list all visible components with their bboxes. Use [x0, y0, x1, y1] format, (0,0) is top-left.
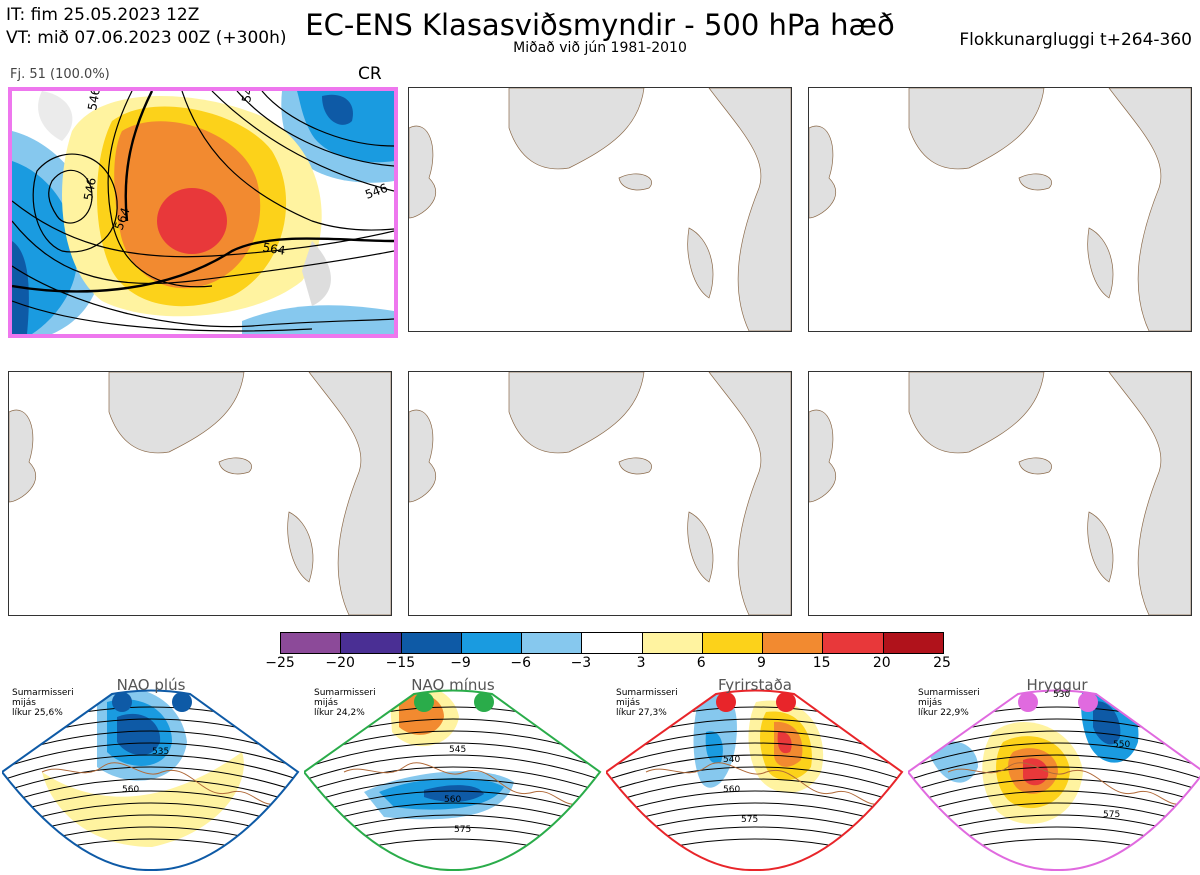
- colorbar-swatch: [763, 633, 824, 653]
- cluster-map-svg: 564 564 546 546 546 546: [12, 91, 394, 334]
- regime-info: Sumarmisseri mijás líkur 22,9%: [918, 688, 980, 718]
- land-outline: [809, 372, 1191, 615]
- contour-label: 530: [1053, 690, 1070, 700]
- colorbar-swatch: [702, 633, 764, 653]
- regime-marker: [474, 692, 494, 712]
- regime-info-line: mijás: [616, 698, 640, 708]
- contour-label: 535: [152, 747, 169, 757]
- header-times: IT: fim 25.05.2023 12Z VT: mið 07.06.202…: [6, 4, 287, 50]
- regime-marker: [172, 692, 192, 712]
- regime-marker: [414, 692, 434, 712]
- colorbar-swatch: [341, 633, 402, 653]
- contour-label: 560: [444, 795, 461, 805]
- contour-label: 560: [723, 785, 740, 795]
- regime-panel: 535 560 NAO plús Sumarmisseri mijás líkur 25,…: [0, 672, 300, 872]
- colorbar-tick-label: 25: [933, 655, 951, 671]
- colorbar-swatch: [401, 633, 462, 653]
- regime-info-line: líkur 25,6%: [12, 708, 63, 718]
- colorbar-swatch: [522, 633, 583, 653]
- colorbar-swatch: [823, 633, 884, 653]
- contour-label: 546: [85, 91, 103, 112]
- colorbar-tick-label: −20: [325, 655, 355, 671]
- regime-name: NAO plús: [116, 676, 186, 694]
- empty-map-panel: [808, 371, 1192, 616]
- regime-marker: [1078, 692, 1098, 712]
- regime-panel: 545 560 575 NAO mínus Sumarmisseri mijás líkur…: [302, 672, 602, 872]
- contour-label: 564: [261, 240, 286, 258]
- regime-marker: [716, 692, 736, 712]
- colorbar: [280, 632, 944, 654]
- colorbar-tick-label: 20: [872, 655, 891, 671]
- contour-label: 546: [239, 91, 257, 104]
- colorbar-tick-label: 15: [812, 655, 831, 671]
- regime-name: Hryggur: [1026, 676, 1088, 694]
- colorbar-swatch: [582, 633, 643, 653]
- contour-label: 560: [122, 785, 139, 795]
- empty-map-panel: [808, 87, 1192, 332]
- regime-info-line: Sumarmisseri: [314, 688, 376, 698]
- init-time: IT: fim 25.05.2023 12Z: [6, 5, 200, 25]
- colorbar-tick-label: 9: [756, 655, 766, 671]
- land-outline: [409, 88, 791, 331]
- classification-window: Flokkunargluggi t+264-360: [959, 30, 1192, 50]
- cluster-regime: CR: [358, 64, 382, 84]
- regime-fan-map: 545 560 575: [302, 689, 602, 872]
- colorbar-tick-label: −3: [570, 655, 592, 671]
- regime-info-line: Sumarmisseri: [616, 688, 678, 698]
- colorbar-swatch: [281, 633, 342, 653]
- regime-marker: [112, 692, 132, 712]
- contour-label: 545: [449, 745, 466, 755]
- regime-panel: 540 560 575 Fyrirstaða Sumarmisseri mijás líku…: [604, 672, 904, 872]
- regime-info-line: mijás: [918, 698, 942, 708]
- cluster-label: Fj. 51 (100.0%): [10, 67, 110, 82]
- contour-label: 540: [723, 755, 740, 765]
- regime-info-line: líkur 22,9%: [918, 708, 969, 718]
- empty-map-panel: [408, 371, 792, 616]
- land-outline: [9, 372, 391, 615]
- colorbar-swatch: [461, 633, 523, 653]
- regime-info-line: mijás: [12, 698, 36, 708]
- regime-info: Sumarmisseri mijás líkur 25,6%: [12, 688, 74, 718]
- empty-map-panel: [408, 87, 792, 332]
- colorbar-tick-label: 3: [636, 655, 646, 671]
- regime-panel: 530 550 575 Hryggur Sumarmisseri mijás líkur 2…: [906, 672, 1200, 872]
- contour-label: 575: [454, 825, 471, 835]
- regime-fan-map: 530 550 575: [906, 689, 1200, 872]
- colorbar-tick-label: −15: [385, 655, 416, 671]
- regime-info-line: mijás: [314, 698, 338, 708]
- regime-info: Sumarmisseri mijás líkur 27,3%: [616, 688, 678, 718]
- contour-label: 575: [741, 815, 758, 825]
- contour-label: 575: [1103, 810, 1120, 820]
- regime-info-line: líkur 27,3%: [616, 708, 667, 718]
- regime-info-line: Sumarmisseri: [12, 688, 74, 698]
- regime-name: NAO mínus: [411, 676, 495, 694]
- colorbar-tick-label: −9: [450, 655, 471, 671]
- regime-fan-map: 540 560 575: [604, 689, 904, 872]
- regime-marker: [1018, 692, 1038, 712]
- cluster-map: 564 564 546 546 546 546: [8, 87, 398, 338]
- colorbar-tick-label: 6: [696, 655, 706, 671]
- valid-time: VT: mið 07.06.2023 00Z (+300h): [6, 28, 287, 48]
- empty-map-panel: [8, 371, 392, 616]
- colorbar-swatch: [642, 633, 703, 653]
- regime-name: Fyrirstaða: [718, 676, 792, 694]
- regime-info: Sumarmisseri mijás líkur 24,2%: [314, 688, 376, 718]
- colorbar-swatch: [883, 633, 943, 653]
- colorbar-tick-label: −25: [265, 655, 295, 671]
- page-title: EC-ENS Klasasviðsmyndir - 500 hPa hæð: [305, 8, 895, 42]
- regime-fan-map: 535 560: [0, 689, 300, 872]
- contour-label: 546: [81, 177, 99, 202]
- regime-info-line: líkur 24,2%: [314, 708, 365, 718]
- land-outline: [809, 88, 1191, 331]
- land-outline: [409, 372, 791, 615]
- regime-info-line: Sumarmisseri: [918, 688, 980, 698]
- regime-marker: [776, 692, 796, 712]
- colorbar-tick-label: −6: [510, 655, 532, 671]
- contour-label: 550: [1113, 740, 1130, 750]
- page-subtitle: Miðað við jún 1981-2010: [513, 40, 687, 56]
